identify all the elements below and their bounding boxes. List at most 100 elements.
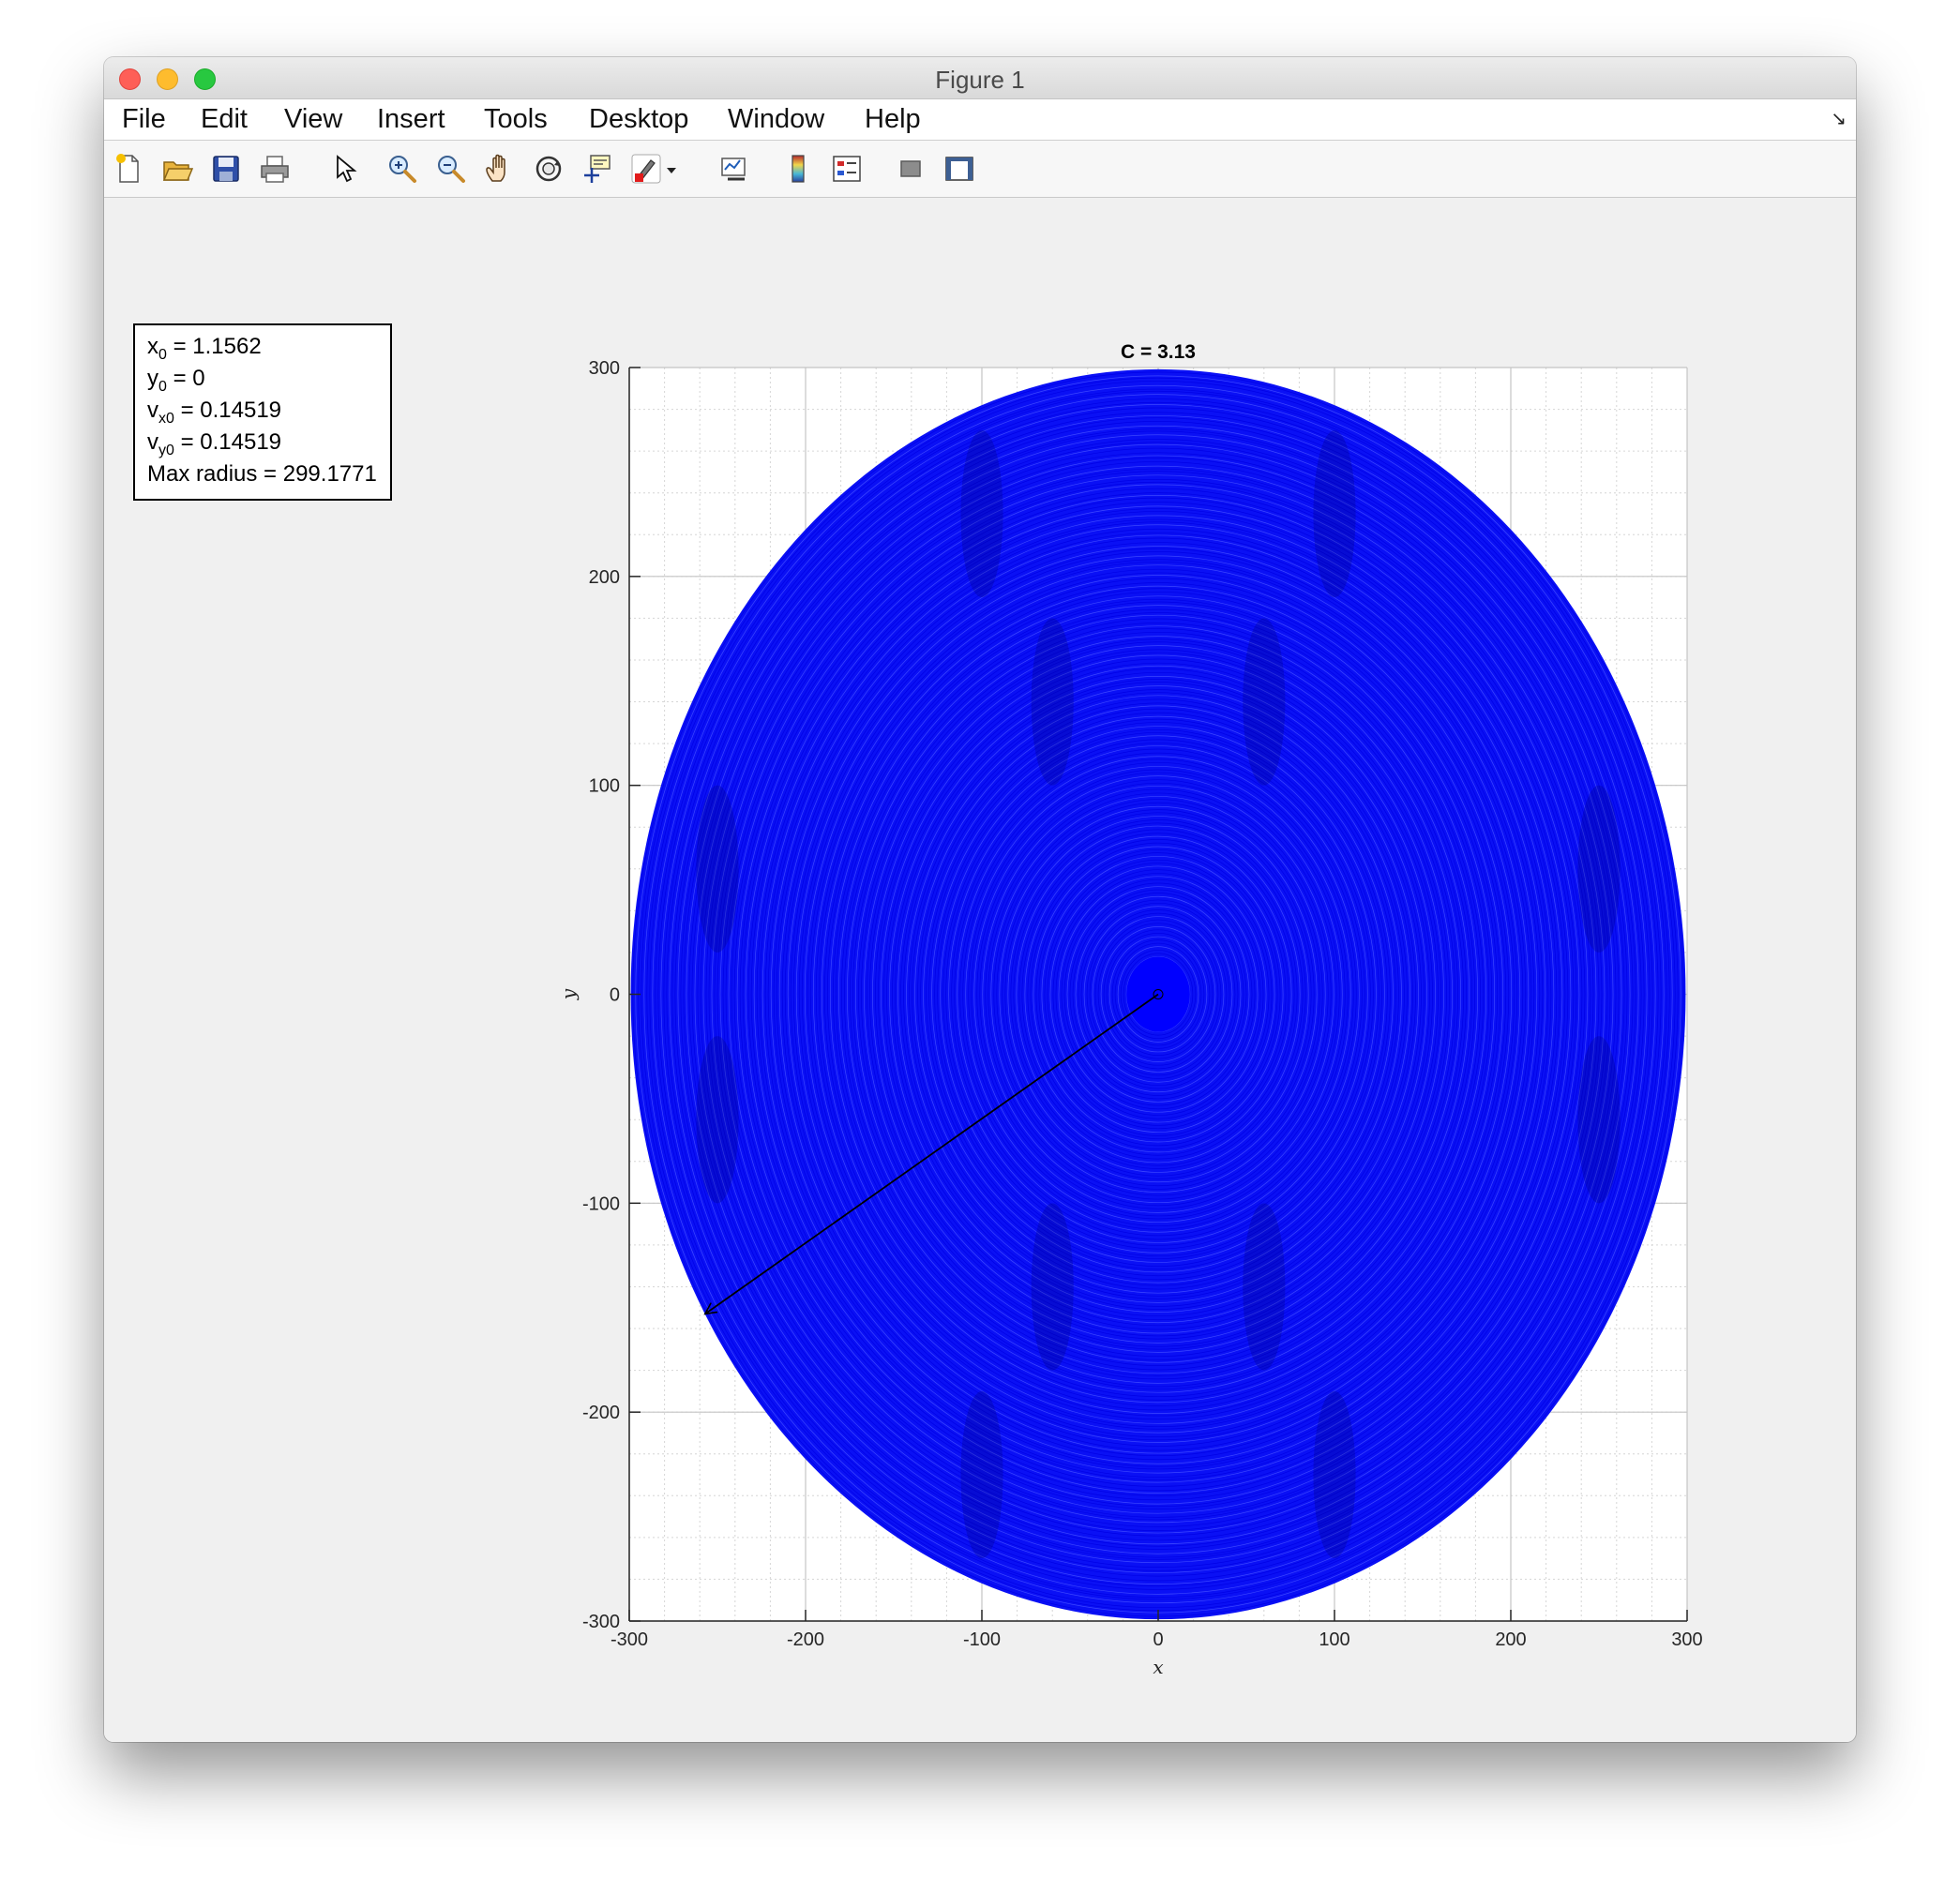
orbit-ring (655, 398, 1662, 1590)
plot-axes[interactable]: -300 -200 -100 0 100 200 300 -300 -200 -100 0 100 20… (104, 198, 1856, 1742)
orbit-ring (776, 542, 1541, 1447)
orbit-ring (770, 534, 1546, 1454)
show-plot-tools-icon[interactable] (943, 153, 975, 185)
x-tick-label: 300 (1671, 1629, 1702, 1650)
insert-colorbar-icon[interactable] (782, 153, 814, 185)
orbit-ring (858, 638, 1458, 1350)
orbit-ring (979, 782, 1337, 1207)
rotate-3d-icon[interactable] (533, 153, 565, 185)
orbit-ring (1075, 895, 1242, 1093)
brush-dropdown-icon[interactable] (664, 153, 679, 185)
title-bar[interactable]: Figure 1 (104, 57, 1856, 99)
figure-canvas[interactable]: x0 = 1.1562 y0 = 0 vx0 = 0.14519 vy0 = 0… (104, 198, 1856, 1742)
tick-labels: -300 -200 -100 0 100 200 300 -300 -200 -100 0 100 20… (582, 358, 1703, 1650)
save-icon[interactable] (210, 153, 242, 185)
menu-tools[interactable]: Tools (484, 104, 548, 134)
orbit-ring (747, 508, 1569, 1480)
zoom-window-button[interactable] (194, 68, 216, 90)
orbit-ring (881, 665, 1436, 1324)
link-plot-icon[interactable] (718, 153, 750, 185)
moire-lobe (1313, 1390, 1356, 1559)
orbit-ring (1123, 953, 1194, 1036)
orbit-ring (714, 468, 1603, 1521)
menu-help[interactable]: Help (865, 104, 921, 134)
moire-lobe (1031, 618, 1074, 786)
menu-window[interactable]: Window (728, 104, 825, 134)
orbit-ring (671, 417, 1645, 1571)
orbit-ring (926, 718, 1391, 1270)
x-tick-label: -200 (787, 1629, 824, 1650)
orbit-ring (903, 692, 1413, 1297)
orbit-ring (657, 401, 1659, 1587)
x-tick-label: 0 (1153, 1629, 1163, 1650)
origin-marker (1153, 989, 1164, 999)
figure-window: Figure 1 File Edit View Insert Tools Des… (104, 57, 1856, 1742)
open-file-icon[interactable] (161, 153, 194, 185)
brush-icon[interactable] (630, 153, 662, 185)
print-icon[interactable] (259, 153, 291, 185)
orbit-ring (920, 712, 1396, 1277)
y-tick-label: -200 (582, 1403, 620, 1423)
orbit-ring (985, 788, 1332, 1200)
orbit-ring (1092, 916, 1225, 1073)
tick-marks (628, 367, 1688, 1622)
orbit-ring (864, 645, 1453, 1344)
data-cursor-icon[interactable] (581, 153, 613, 185)
menu-view[interactable]: View (284, 104, 343, 134)
orbit-ring (731, 488, 1586, 1501)
orbit-ring (937, 731, 1380, 1257)
orbit-ring (912, 702, 1405, 1286)
orbit-ring (688, 439, 1628, 1550)
menu-file[interactable]: File (122, 104, 166, 134)
orbit-ring (694, 443, 1622, 1545)
new-figure-icon[interactable] (113, 153, 144, 185)
dock-figure-icon[interactable]: ↘ (1831, 109, 1847, 129)
orbit-ring (1030, 842, 1287, 1147)
pan-hand-icon[interactable] (484, 153, 516, 185)
close-window-button[interactable] (119, 68, 141, 90)
orbit-ring (781, 548, 1535, 1441)
orbit-ring (750, 511, 1566, 1478)
orbit-ring (934, 728, 1382, 1260)
moire-lobe (1243, 1203, 1286, 1371)
orbit-ring (1047, 863, 1270, 1126)
orbit-ring (1063, 882, 1253, 1106)
moire-lobe (1243, 618, 1286, 786)
orbit-ring (669, 415, 1648, 1573)
orbit-ring (1052, 869, 1264, 1119)
orbit-ring (1038, 852, 1278, 1136)
orbit-ring (660, 404, 1656, 1584)
menu-desktop[interactable]: Desktop (589, 104, 689, 134)
orbit-ring (1044, 859, 1273, 1130)
moire-lobe (696, 1036, 739, 1204)
orbit-ring (728, 484, 1589, 1505)
moire-lobe (960, 1390, 1003, 1559)
orbit-ring (733, 492, 1583, 1496)
orbit-ring (725, 481, 1591, 1508)
orbit-ring (1010, 819, 1306, 1169)
y-tick-label: -300 (582, 1612, 620, 1632)
orbit-ring (973, 775, 1343, 1213)
zoom-in-icon[interactable] (386, 153, 418, 185)
orbit-ring (801, 572, 1515, 1417)
insert-legend-icon[interactable] (831, 153, 863, 185)
annotation-y0: y0 = 0 (147, 366, 205, 395)
zoom-out-icon[interactable] (435, 153, 467, 185)
orbit-ring (711, 465, 1606, 1524)
orbit-ring (818, 591, 1499, 1398)
orbit-ring (809, 582, 1507, 1406)
trajectory-series (630, 368, 1686, 1620)
annotation-textbox[interactable]: x0 = 1.1562 y0 = 0 vx0 = 0.14519 vy0 = 0… (133, 323, 392, 501)
orbit-ring (1106, 933, 1211, 1056)
orbit-ring (773, 537, 1544, 1451)
orbit-ring (889, 676, 1427, 1313)
orbit-ring (756, 518, 1560, 1470)
edit-plot-arrow-icon[interactable] (328, 153, 360, 185)
y-tick-label: 0 (610, 985, 620, 1006)
hide-plot-tools-icon[interactable] (895, 153, 927, 185)
menu-edit[interactable]: Edit (201, 104, 248, 134)
orbit-ring (1089, 912, 1228, 1076)
menu-insert[interactable]: Insert (377, 104, 445, 134)
minimize-window-button[interactable] (157, 68, 178, 90)
orbit-ring (804, 575, 1513, 1414)
